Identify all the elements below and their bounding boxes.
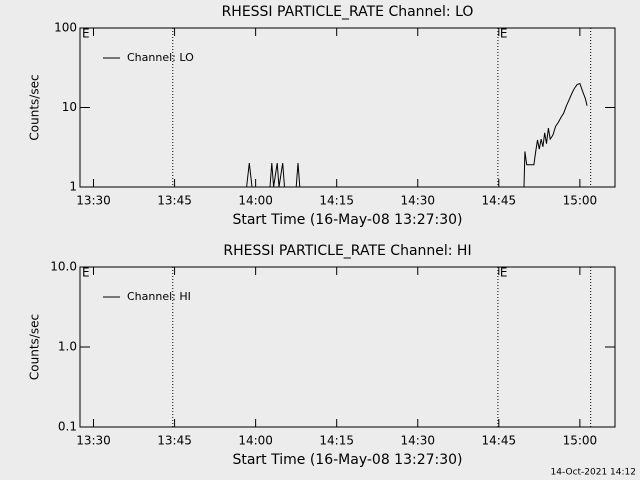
y-axis-label: Counts/sec: [28, 314, 42, 380]
x-tick-label: 15:00: [563, 194, 598, 208]
x-tick-label: 14:30: [400, 194, 435, 208]
y-tick-label: 0.1: [58, 420, 77, 434]
chart-title: RHESSI PARTICLE_RATE Channel: HI: [223, 243, 471, 259]
x-axis-label: Start Time (16-May-08 13:27:30): [232, 212, 462, 228]
x-axis-label: Start Time (16-May-08 13:27:30): [232, 452, 462, 468]
x-tick-label: 13:45: [157, 434, 192, 448]
x-tick-label: 15:00: [563, 434, 598, 448]
event-label: E: [82, 266, 90, 280]
legend-label: Channel: HI: [127, 290, 191, 303]
x-tick-label: 13:45: [157, 194, 192, 208]
y-tick-label: 10.0: [50, 260, 77, 274]
x-tick-label: 14:00: [238, 434, 273, 448]
x-tick-label: 14:45: [482, 434, 517, 448]
y-tick-label: 100: [54, 21, 77, 35]
timestamp: 14-Oct-2021 14:12: [551, 468, 636, 478]
data-line: [246, 82, 588, 188]
chart-title: RHESSI PARTICLE_RATE Channel: LO: [222, 4, 474, 20]
x-tick-label: 14:00: [238, 194, 273, 208]
event-label: E: [500, 266, 508, 280]
y-axis-label: Counts/sec: [28, 74, 42, 140]
legend-label: Channel: LO: [127, 51, 194, 64]
y-tick-label: 1.0: [58, 340, 77, 354]
x-tick-label: 13:30: [76, 434, 111, 448]
y-tick-label: 10: [62, 100, 77, 114]
y-tick-label: 1: [69, 180, 77, 194]
x-tick-label: 13:30: [76, 194, 111, 208]
x-tick-label: 14:45: [482, 194, 517, 208]
event-label: E: [82, 27, 90, 41]
x-tick-label: 14:15: [319, 434, 354, 448]
event-label: E: [500, 27, 508, 41]
x-tick-label: 14:30: [400, 434, 435, 448]
x-tick-label: 14:15: [319, 194, 354, 208]
